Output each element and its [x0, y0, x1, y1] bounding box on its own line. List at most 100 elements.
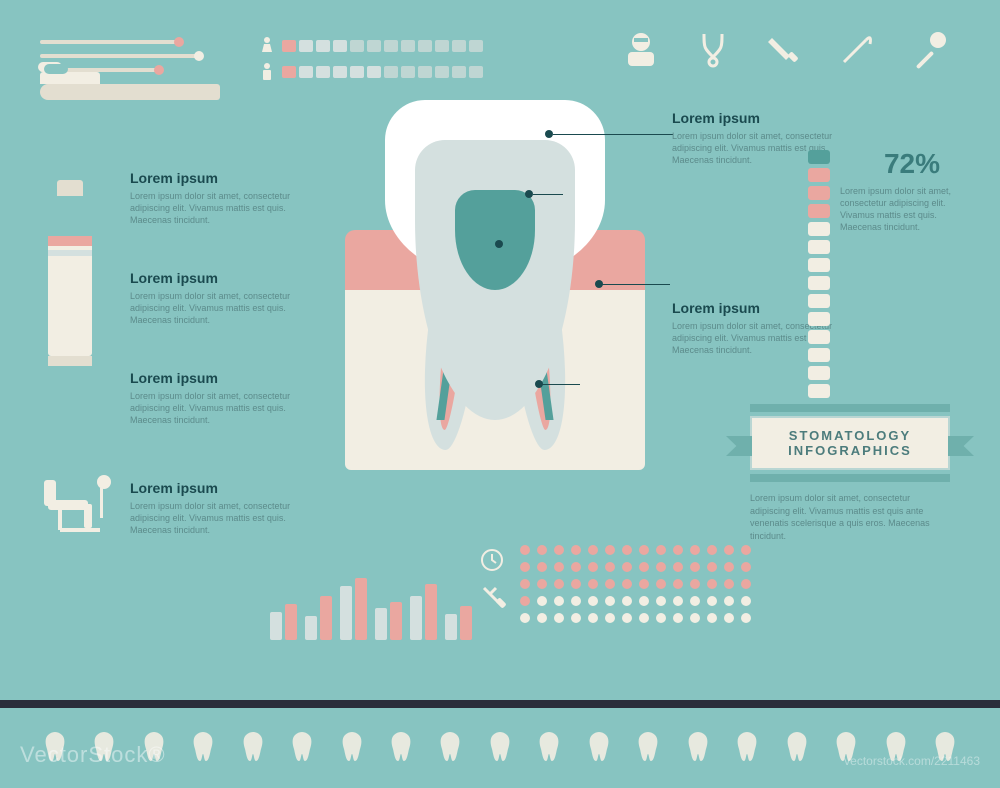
tooth-shield-icon	[236, 731, 270, 765]
dental-chair-icon	[40, 470, 120, 550]
grid-dot	[622, 596, 632, 606]
grid-dot	[605, 579, 615, 589]
demo-segment	[401, 40, 415, 52]
grid-dot	[741, 613, 751, 623]
syringe-icon	[730, 731, 764, 765]
tooth-sparkle-icon	[384, 731, 418, 765]
grid-dot	[605, 596, 615, 606]
demo-segment	[282, 66, 296, 78]
forceps-icon	[692, 28, 734, 70]
grid-dot	[537, 596, 547, 606]
grid-dot	[520, 562, 530, 572]
dot-grid-chart	[520, 545, 753, 625]
grid-dot	[690, 596, 700, 606]
female-icon	[260, 36, 274, 56]
chart-column	[375, 602, 402, 640]
vbar-segment	[808, 312, 830, 326]
grid-dot	[520, 545, 530, 555]
demo-segment	[299, 40, 313, 52]
grid-dot	[656, 596, 666, 606]
callout-body: Lorem ipsum dolor sit amet, consectetur …	[130, 190, 300, 226]
marker-dot	[495, 240, 503, 248]
demo-segment	[299, 66, 313, 78]
badge-line1: STOMATOLOGY	[789, 428, 911, 443]
callout-title: Lorem ipsum	[672, 110, 842, 126]
grid-dot	[707, 579, 717, 589]
grid-dot	[622, 545, 632, 555]
callout-title: Lorem ipsum	[130, 480, 300, 496]
grid-dot	[520, 613, 530, 623]
grid-dot	[724, 545, 734, 555]
watermark: VectorStock®	[20, 742, 166, 768]
marker-dot	[525, 190, 533, 198]
dental-tool-icons	[620, 28, 950, 70]
mirror-icon	[483, 731, 517, 765]
grid-dot	[656, 579, 666, 589]
vbar-segment	[808, 204, 830, 218]
grid-dot	[656, 613, 666, 623]
demo-segment	[350, 66, 364, 78]
grid-dot	[520, 596, 530, 606]
tooth-implant-icon	[186, 731, 220, 765]
callout-title: Lorem ipsum	[130, 370, 300, 386]
vbar-segment	[808, 276, 830, 290]
grid-dot	[588, 579, 598, 589]
demo-segment	[469, 66, 483, 78]
grid-dot	[724, 562, 734, 572]
infographic-canvas: Lorem ipsum Lorem ipsum dolor sit amet, c…	[0, 0, 1000, 700]
demo-segment	[469, 40, 483, 52]
demo-segment	[282, 40, 296, 52]
drill-icon	[764, 28, 806, 70]
magnifier-icon	[631, 731, 665, 765]
callout-body: Lorem ipsum dolor sit amet, consectetur …	[130, 390, 300, 426]
demo-segment	[333, 40, 347, 52]
grid-dot	[673, 579, 683, 589]
callout-title: Lorem ipsum	[130, 270, 300, 286]
demo-segment	[367, 40, 381, 52]
grid-dot	[605, 545, 615, 555]
grid-dot	[554, 545, 564, 555]
demo-segment	[452, 40, 466, 52]
leader-line	[540, 384, 580, 385]
title-badge: STOMATOLOGY INFOGRAPHICS Lorem ipsum dol…	[750, 400, 950, 542]
demo-segment	[435, 40, 449, 52]
image-id: vectorstock.com/2211463	[844, 754, 980, 768]
grid-dot	[656, 545, 666, 555]
grid-dot	[639, 579, 649, 589]
grid-dot	[741, 596, 751, 606]
grid-dot	[639, 596, 649, 606]
tooth-cross-section	[345, 100, 645, 500]
grid-dot	[690, 613, 700, 623]
grid-dot	[605, 562, 615, 572]
braces-icon	[780, 731, 814, 765]
toothbrush-icon	[40, 84, 220, 100]
probe-icon	[40, 40, 180, 44]
grid-dot	[707, 545, 717, 555]
grid-dot	[707, 613, 717, 623]
vbar-segment	[808, 222, 830, 236]
callout-title: Lorem ipsum	[130, 170, 300, 186]
leader-line	[600, 284, 670, 285]
percent-body: Lorem ipsum dolor sit amet, consectetur …	[840, 185, 970, 234]
grid-dot	[622, 579, 632, 589]
tooth-like-icon	[285, 731, 319, 765]
demo-segment	[384, 40, 398, 52]
dotgrid-side-icons	[478, 548, 512, 628]
percent-label: 72%	[884, 148, 940, 180]
grid-dot	[588, 562, 598, 572]
clock-icon	[681, 731, 715, 765]
grid-dot	[707, 562, 717, 572]
grid-dot	[571, 562, 581, 572]
grid-dot	[537, 562, 547, 572]
grid-dot	[554, 562, 564, 572]
grid-dot	[622, 613, 632, 623]
grid-dot	[639, 613, 649, 623]
grid-dot	[588, 613, 598, 623]
vertical-percent-bar	[808, 150, 830, 398]
grid-dot	[673, 613, 683, 623]
grid-dot	[724, 579, 734, 589]
grid-dot	[724, 596, 734, 606]
grid-dot	[554, 613, 564, 623]
probe-icon	[40, 54, 200, 58]
tooth-xray-icon	[335, 731, 369, 765]
